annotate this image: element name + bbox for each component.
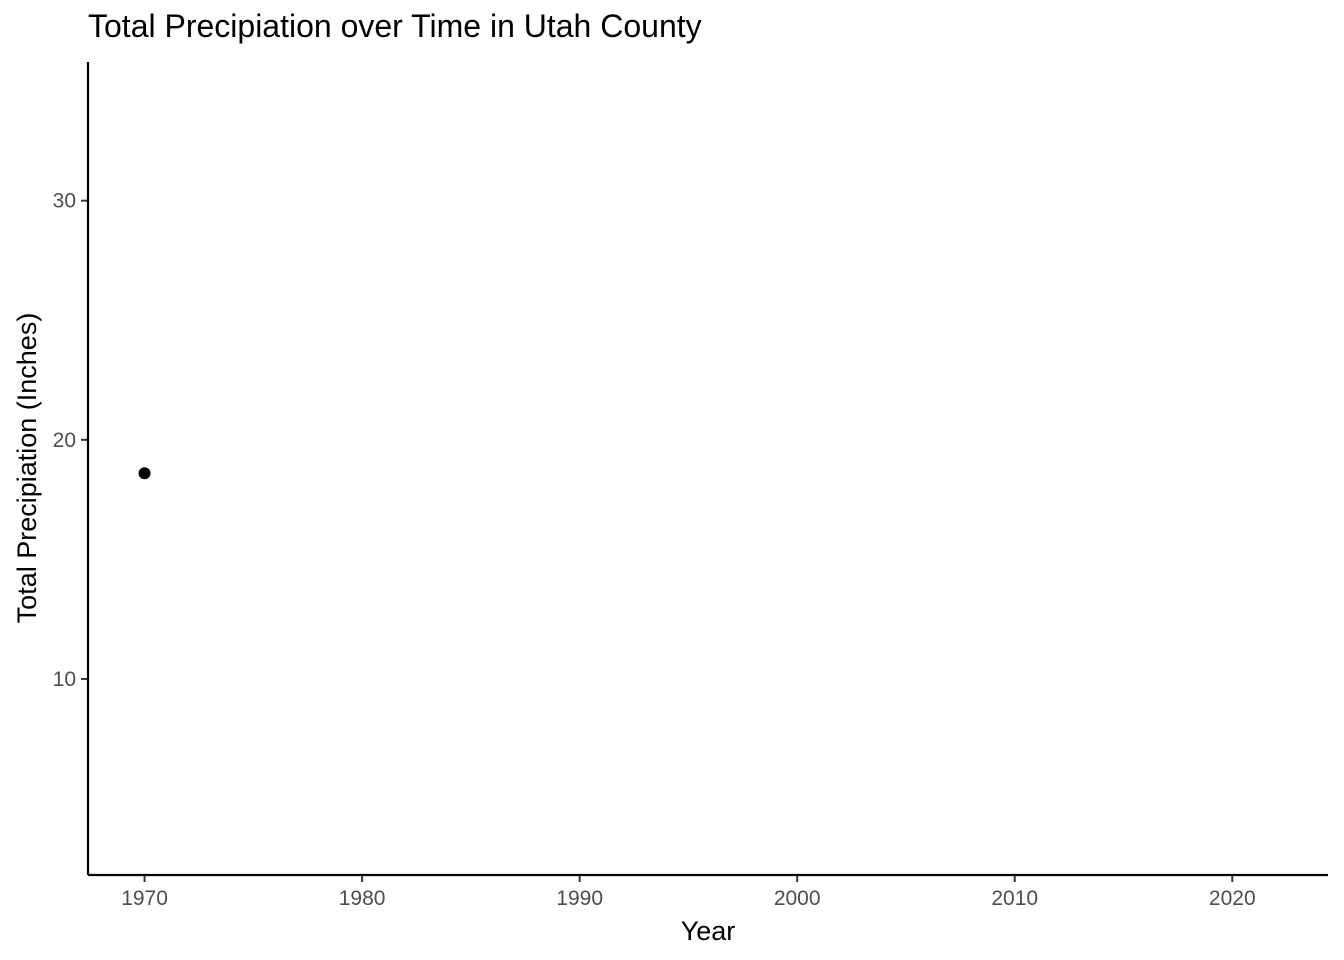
y-tick-label: 10: [53, 668, 76, 691]
data-point: [138, 467, 151, 480]
y-tick-label: 20: [53, 429, 76, 452]
y-axis-title: Total Precipiation (Inches): [12, 313, 42, 624]
x-axis-title: Year: [681, 916, 736, 946]
x-tick-label: 1970: [121, 887, 168, 910]
x-tick-label: 2020: [1209, 887, 1256, 910]
y-tick-label: 30: [53, 190, 76, 213]
y-axis-ticks: 10 20 30: [53, 190, 88, 691]
x-axis-ticks: 1970 1980 1990 2000 2010 2020: [121, 875, 1256, 910]
chart-title: Total Precipiation over Time in Utah Cou…: [88, 8, 702, 44]
x-tick-label: 1990: [556, 887, 603, 910]
x-tick-label: 2010: [991, 887, 1038, 910]
x-tick-label: 1980: [339, 887, 386, 910]
data-points: [138, 467, 151, 480]
x-tick-label: 2000: [774, 887, 821, 910]
